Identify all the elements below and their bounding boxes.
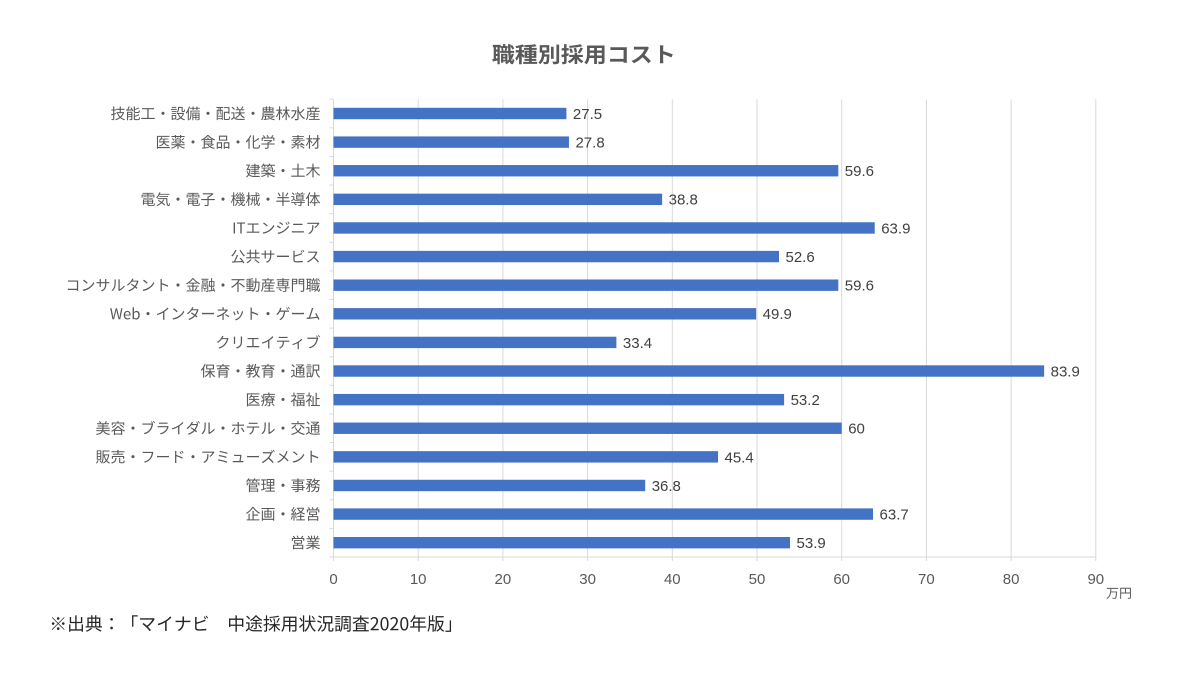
svg-text:45.4: 45.4 [725, 449, 754, 466]
svg-text:30: 30 [579, 571, 596, 588]
svg-text:53.9: 53.9 [797, 535, 826, 552]
svg-text:53.2: 53.2 [791, 392, 820, 409]
svg-text:60: 60 [848, 421, 865, 438]
svg-text:0: 0 [329, 571, 337, 588]
svg-text:83.9: 83.9 [1051, 363, 1080, 380]
svg-text:33.4: 33.4 [623, 335, 652, 352]
svg-text:59.6: 59.6 [845, 163, 874, 180]
svg-text:80: 80 [1003, 571, 1020, 588]
svg-text:49.9: 49.9 [763, 306, 792, 323]
svg-text:27.5: 27.5 [573, 106, 602, 123]
svg-text:10: 10 [410, 571, 427, 588]
svg-text:27.8: 27.8 [575, 135, 604, 152]
svg-text:63.9: 63.9 [881, 220, 910, 237]
svg-text:59.6: 59.6 [845, 278, 874, 295]
svg-text:36.8: 36.8 [652, 478, 681, 495]
svg-text:20: 20 [495, 571, 512, 588]
svg-text:90: 90 [1087, 571, 1104, 588]
svg-text:50: 50 [749, 571, 766, 588]
svg-text:40: 40 [664, 571, 681, 588]
svg-text:60: 60 [833, 571, 850, 588]
svg-text:70: 70 [918, 571, 935, 588]
svg-text:38.8: 38.8 [669, 192, 698, 209]
svg-text:52.6: 52.6 [786, 249, 815, 266]
svg-text:63.7: 63.7 [880, 506, 909, 523]
